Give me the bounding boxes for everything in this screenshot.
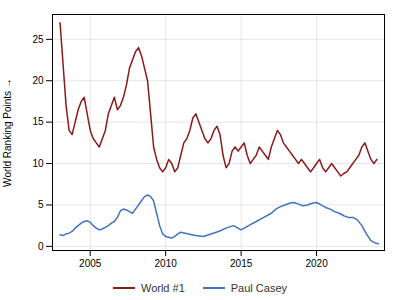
svg-text:2010: 2010 xyxy=(155,258,178,269)
svg-text:25: 25 xyxy=(32,34,44,45)
svg-text:20: 20 xyxy=(32,75,44,86)
svg-text:World Ranking Points →: World Ranking Points → xyxy=(2,78,13,187)
svg-text:15: 15 xyxy=(32,116,44,127)
svg-text:5: 5 xyxy=(38,199,44,210)
svg-text:0: 0 xyxy=(38,241,44,252)
html-text:World #1: World #1 xyxy=(141,282,185,294)
svg-text:2020: 2020 xyxy=(305,258,328,269)
html-text:Paul Casey: Paul Casey xyxy=(230,282,287,294)
svg-text:10: 10 xyxy=(32,158,44,169)
svg-text:2015: 2015 xyxy=(230,258,253,269)
svg-text:2005: 2005 xyxy=(79,258,102,269)
